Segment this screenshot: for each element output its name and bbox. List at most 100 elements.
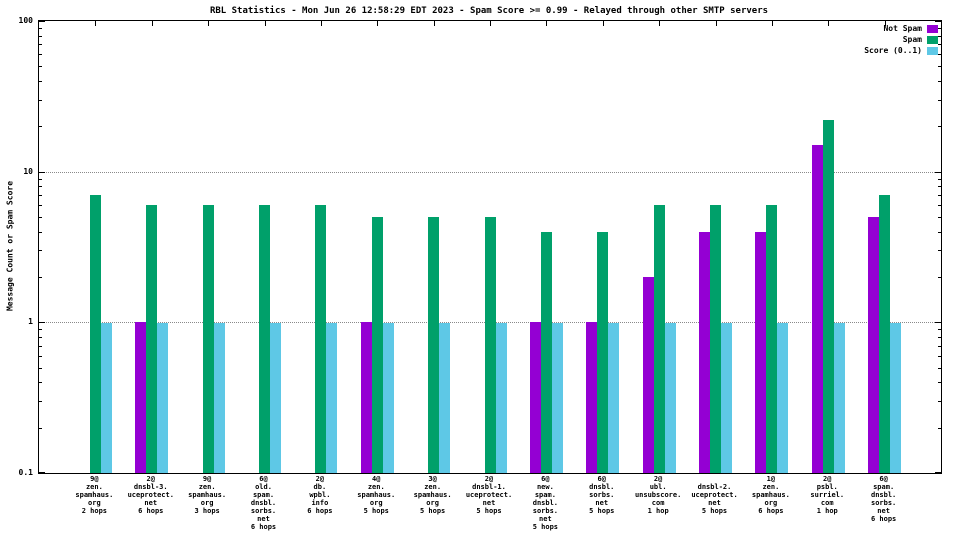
bar-score-0-1-	[270, 323, 281, 473]
x-category-label: 2@ psbl. surriel. com 1 hop	[810, 475, 844, 515]
x-category-label: 2@ dnsbl-3. uceprotect. net 6 hops	[128, 475, 174, 515]
x-label-line: zen.	[424, 483, 442, 491]
y-tick-label: 10	[23, 166, 33, 176]
x-label-line: 6 hops	[870, 515, 897, 523]
x-label-line: org	[200, 499, 214, 507]
y-minor-tick	[39, 401, 42, 403]
bar-score-0-1-	[664, 323, 676, 473]
gridline	[39, 171, 941, 173]
x-label-line: org	[426, 499, 439, 507]
x-tick	[771, 21, 773, 26]
legend-color-swatch	[927, 25, 938, 33]
x-label-line: net	[877, 507, 890, 515]
x-label-line: spamhaus.	[357, 491, 396, 499]
y-minor-tick	[39, 54, 42, 56]
legend-row: Score (0..1)	[864, 46, 938, 56]
y-minor-tick	[938, 186, 941, 188]
x-tick	[715, 21, 717, 26]
x-label-line: 5 hops	[419, 507, 446, 515]
y-minor-tick	[39, 35, 42, 37]
y-axis-label: Message Count or Spam Score	[5, 180, 15, 312]
bar-not-spam	[135, 322, 147, 473]
x-label-line: sorbs.	[589, 491, 615, 499]
y-minor-tick	[39, 44, 42, 46]
y-minor-tick	[39, 217, 42, 219]
y-minor-tick	[938, 80, 941, 82]
x-label-line: org	[369, 499, 383, 507]
y-minor-tick	[39, 345, 42, 347]
y-tick-label: 100	[18, 16, 33, 25]
legend-color-swatch	[927, 36, 938, 44]
y-minor-tick	[938, 401, 941, 403]
y-minor-tick	[938, 355, 941, 357]
y-minor-tick	[39, 99, 42, 101]
bar-not-spam	[868, 217, 880, 473]
y-minor-tick	[39, 367, 42, 369]
x-label-line: db.	[313, 483, 327, 491]
x-tick	[828, 21, 830, 26]
x-label-line: wpbl.	[309, 491, 331, 499]
y-minor-tick	[39, 276, 42, 278]
y-minor-tick	[938, 195, 941, 196]
x-label-line: spamhaus.	[751, 491, 790, 499]
bar-score-0-1-	[551, 323, 563, 473]
x-axis-tick-labels: 9@ zen. spamhaus. org 2 hops 2@ dnsbl-3. ucepro…	[0, 475, 960, 535]
y-minor-tick	[39, 80, 42, 82]
y-minor-tick	[938, 44, 941, 46]
x-label-line	[691, 475, 737, 483]
bar-score-0-1-	[157, 323, 169, 473]
x-category-label: 6@ new. spam. dnsbl. sorbs. net 5 hops	[533, 475, 558, 531]
x-label-line: 5 hops	[589, 507, 615, 515]
y-minor-tick	[938, 345, 941, 347]
bar-spam	[146, 205, 158, 473]
bar-not-spam	[699, 231, 710, 473]
y-minor-tick	[938, 382, 941, 384]
chart-title: RBL Statistics - Mon Jun 26 12:58:29 EDT…	[209, 6, 769, 16]
x-label-line: 1 hop	[647, 507, 669, 515]
bar-score-0-1-	[382, 323, 394, 473]
x-label-line: org	[764, 499, 778, 507]
x-label-line: 1 hop	[816, 507, 838, 515]
bar-score-0-1-	[890, 323, 902, 473]
x-label-line: zen.	[85, 483, 103, 491]
y-major-tick	[935, 472, 941, 473]
y-minor-tick	[938, 231, 941, 233]
y-major-tick	[39, 21, 45, 22]
y-minor-tick	[938, 178, 941, 180]
x-label-line: com	[820, 499, 834, 507]
y-minor-tick	[39, 205, 42, 207]
x-label-line: com	[651, 499, 665, 507]
x-label-line: 6 hops	[307, 507, 333, 515]
x-label-line: zen.	[198, 483, 216, 491]
x-label-line: psbl.	[816, 483, 838, 491]
x-tick	[602, 21, 604, 26]
x-label-line: spamhaus.	[75, 491, 114, 499]
x-label-line: surriel.	[810, 491, 845, 499]
x-label-line: dnsbl.	[532, 499, 559, 507]
y-major-tick	[39, 472, 45, 473]
legend-label: Score (0..1)	[864, 46, 922, 55]
y-minor-tick	[938, 54, 941, 56]
x-label-line: 2@	[653, 475, 663, 483]
x-label-line: net	[708, 499, 721, 507]
y-minor-tick	[39, 336, 42, 338]
x-label-line: 2@	[315, 475, 325, 483]
x-label-line: unsubscore.	[634, 491, 682, 499]
x-label-line: 9@	[90, 475, 99, 483]
y-minor-tick	[39, 382, 42, 384]
x-tick	[377, 21, 379, 26]
x-label-line: net	[144, 499, 158, 507]
bar-spam	[202, 205, 214, 473]
x-category-label: 6@ dnsbl. sorbs. net 5 hops	[589, 475, 614, 515]
x-tick	[320, 21, 322, 26]
x-label-line: 3 hops	[194, 507, 220, 515]
x-category-label: 2@ ubl. unsubscore. com 1 hop	[635, 475, 681, 515]
bar-spam	[315, 205, 327, 473]
x-tick	[433, 21, 435, 26]
legend-row: Not Spam	[864, 24, 938, 34]
y-minor-tick	[39, 178, 42, 180]
y-minor-tick	[938, 276, 941, 278]
y-major-tick	[39, 171, 45, 173]
x-tick	[95, 21, 97, 26]
y-minor-tick	[938, 99, 941, 101]
